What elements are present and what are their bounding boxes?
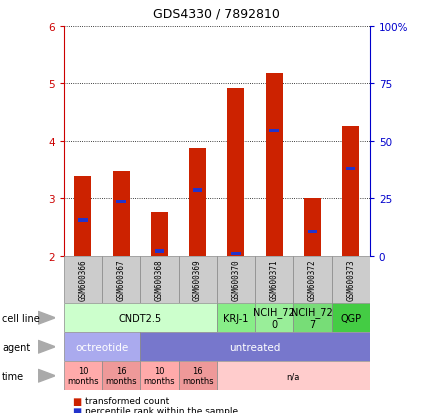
Bar [155, 250, 164, 253]
Bar [178, 361, 217, 390]
Bar [269, 129, 279, 133]
Text: cell line: cell line [2, 313, 40, 323]
Bar [346, 167, 355, 171]
Bar [255, 304, 293, 332]
Bar [140, 256, 178, 304]
Bar [342, 126, 359, 256]
Bar [74, 177, 91, 256]
Bar [78, 219, 88, 222]
Text: GSM600366: GSM600366 [78, 259, 88, 301]
Bar [189, 148, 206, 256]
Text: GSM600370: GSM600370 [231, 259, 241, 301]
Bar [217, 256, 255, 304]
Text: 16
months: 16 months [182, 366, 213, 385]
Text: GSM600371: GSM600371 [269, 259, 279, 301]
Text: NCIH_72
7: NCIH_72 7 [292, 307, 333, 329]
Text: ■: ■ [72, 396, 82, 406]
Text: octreotide: octreotide [75, 342, 129, 352]
Text: untreated: untreated [230, 342, 280, 352]
Text: 10
months: 10 months [67, 366, 99, 385]
Bar [227, 89, 244, 256]
Text: transformed count: transformed count [85, 396, 169, 405]
Polygon shape [38, 341, 55, 353]
Bar [64, 332, 140, 361]
Bar [266, 74, 283, 256]
Bar [64, 304, 217, 332]
Bar [332, 304, 370, 332]
Bar [116, 200, 126, 204]
Bar [140, 332, 370, 361]
Bar [178, 256, 217, 304]
Text: QGP: QGP [340, 313, 361, 323]
Text: GSM600369: GSM600369 [193, 259, 202, 301]
Bar [332, 256, 370, 304]
Bar [140, 361, 178, 390]
Bar [304, 198, 321, 256]
Text: GSM600372: GSM600372 [308, 259, 317, 301]
Bar [255, 256, 293, 304]
Bar [64, 361, 102, 390]
Bar [193, 189, 202, 192]
Text: GSM600368: GSM600368 [155, 259, 164, 301]
Polygon shape [38, 312, 55, 324]
Text: ■: ■ [72, 406, 82, 413]
Bar [293, 304, 332, 332]
Bar [217, 304, 255, 332]
Text: NCIH_72
0: NCIH_72 0 [253, 307, 295, 329]
Bar [102, 256, 140, 304]
Bar [293, 256, 332, 304]
Text: 16
months: 16 months [105, 366, 137, 385]
Text: KRJ-1: KRJ-1 [223, 313, 249, 323]
Text: time: time [2, 371, 24, 381]
Text: n/a: n/a [286, 371, 300, 380]
Bar [102, 361, 140, 390]
Bar [231, 252, 241, 256]
Text: percentile rank within the sample: percentile rank within the sample [85, 406, 238, 413]
Bar [151, 213, 168, 256]
Text: 10
months: 10 months [144, 366, 175, 385]
Text: GSM600373: GSM600373 [346, 259, 355, 301]
Bar [308, 230, 317, 234]
Bar [64, 256, 102, 304]
Bar [113, 171, 130, 256]
Polygon shape [38, 370, 55, 382]
Text: CNDT2.5: CNDT2.5 [119, 313, 162, 323]
Text: GDS4330 / 7892810: GDS4330 / 7892810 [153, 8, 280, 21]
Bar [217, 361, 370, 390]
Text: agent: agent [2, 342, 30, 352]
Text: GSM600367: GSM600367 [116, 259, 126, 301]
